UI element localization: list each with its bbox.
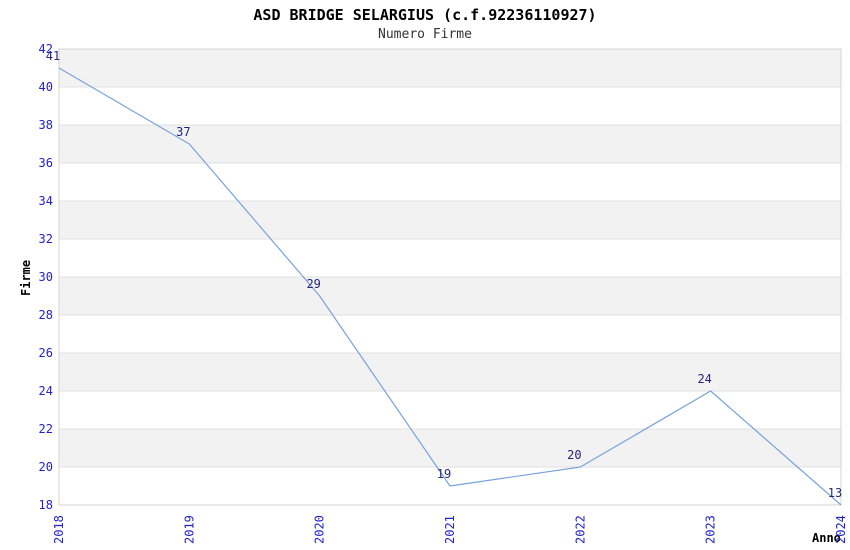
y-tick-label: 42: [39, 42, 53, 56]
x-tick-label: 2022: [573, 515, 587, 544]
y-tick-label: 34: [39, 194, 53, 208]
y-tick-label: 30: [39, 270, 53, 284]
chart-title: ASD BRIDGE SELARGIUS (c.f.92236110927): [253, 6, 597, 24]
x-tick-label: 2024: [834, 515, 848, 544]
y-tick-label: 18: [39, 498, 53, 512]
series-line: [58, 67, 842, 506]
grid-band: [59, 201, 841, 239]
y-tick-label: 26: [39, 346, 53, 360]
x-tick-label: 2023: [704, 515, 718, 544]
y-tick-label: 22: [39, 422, 53, 436]
x-tick-label: 2018: [52, 515, 66, 544]
y-tick-label: 38: [39, 118, 53, 132]
chart-subtitle: Numero Firme: [378, 27, 472, 42]
point-value-label: 20: [567, 448, 581, 462]
point-value-label: 13: [828, 486, 842, 500]
y-tick-label: 24: [39, 384, 53, 398]
y-tick-label: 36: [39, 156, 53, 170]
x-tick-label: 2021: [443, 515, 457, 544]
grid-band: [59, 429, 841, 467]
point-value-label: 37: [176, 125, 190, 139]
plot-frame: [58, 48, 842, 506]
y-tick-label: 32: [39, 232, 53, 246]
grid-band: [59, 277, 841, 315]
grid-band: [59, 353, 841, 391]
y-tick-label: 28: [39, 308, 53, 322]
point-value-label: 24: [697, 372, 711, 386]
point-value-label: 19: [437, 467, 451, 481]
x-axis-title: Anno: [812, 531, 841, 545]
y-tick-label: 40: [39, 80, 53, 94]
x-tick-label: 2020: [313, 515, 327, 544]
grid-band: [59, 49, 841, 87]
point-value-label: 41: [46, 49, 60, 63]
point-value-label: 29: [306, 277, 320, 291]
x-tick-label: 2019: [182, 515, 196, 544]
y-tick-label: 20: [39, 460, 53, 474]
